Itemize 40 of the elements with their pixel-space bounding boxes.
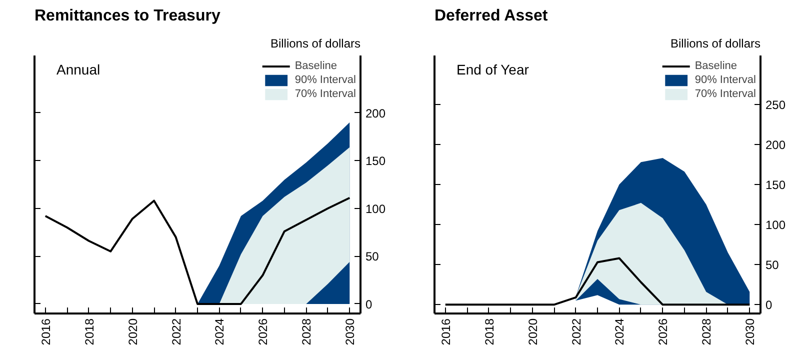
x-tick-label: 2018: [482, 318, 496, 346]
y-tick-label: 0: [366, 297, 372, 312]
text: Annual: [56, 62, 100, 78]
x-tick-label: 2026: [656, 318, 670, 346]
x-tick-label: 2020: [526, 318, 540, 346]
x-tick-label: 2028: [300, 318, 314, 346]
y-tick-label: 250: [766, 98, 786, 112]
x-tick-label: 2030: [343, 318, 358, 346]
x-tick-label: 2022: [169, 318, 184, 346]
x-tick-label: 2018: [82, 318, 96, 346]
legend-label: 90% Interval: [294, 73, 356, 87]
y-tick-label: 0: [766, 298, 772, 312]
y-tick-label: 150: [366, 154, 386, 168]
chart-title: Remittances to Treasury: [34, 8, 220, 24]
y-tick-label: 50: [366, 250, 380, 264]
y-axis-title: Billions of dollars: [270, 36, 361, 50]
line-series: [44, 196, 351, 305]
x-tick-label: 2024: [212, 318, 227, 346]
y-tick-label: 150: [766, 178, 786, 192]
x-tick-label: 2028: [700, 318, 714, 346]
x-tick-label: 2030: [743, 318, 758, 346]
legend-label: 70% Interval: [294, 87, 356, 101]
legend-label: Baseline: [694, 59, 738, 73]
x-tick-label: 2026: [256, 318, 270, 346]
legend-label: 90% Interval: [694, 73, 756, 87]
y-tick-label: 100: [766, 218, 786, 232]
y-axis-title: Billions of dollars: [670, 36, 761, 50]
y-tick-label: 200: [766, 138, 786, 152]
legend-label: 70% Interval: [694, 87, 756, 101]
y-tick-label: 200: [366, 106, 386, 120]
x-tick-label: 2024: [612, 318, 627, 346]
x-tick-label: 2016: [438, 318, 453, 346]
chart-subtitle: End of Year: [456, 62, 530, 78]
chart-title: Deferred Asset: [434, 8, 548, 24]
legend-label: Baseline: [294, 59, 338, 73]
x-tick-label: 2020: [126, 318, 140, 346]
x-tick-label: 2022: [569, 318, 584, 346]
y-tick-label: 50: [766, 258, 780, 272]
y-tick-label: 100: [366, 202, 386, 216]
x-tick-label: 2016: [38, 318, 53, 346]
